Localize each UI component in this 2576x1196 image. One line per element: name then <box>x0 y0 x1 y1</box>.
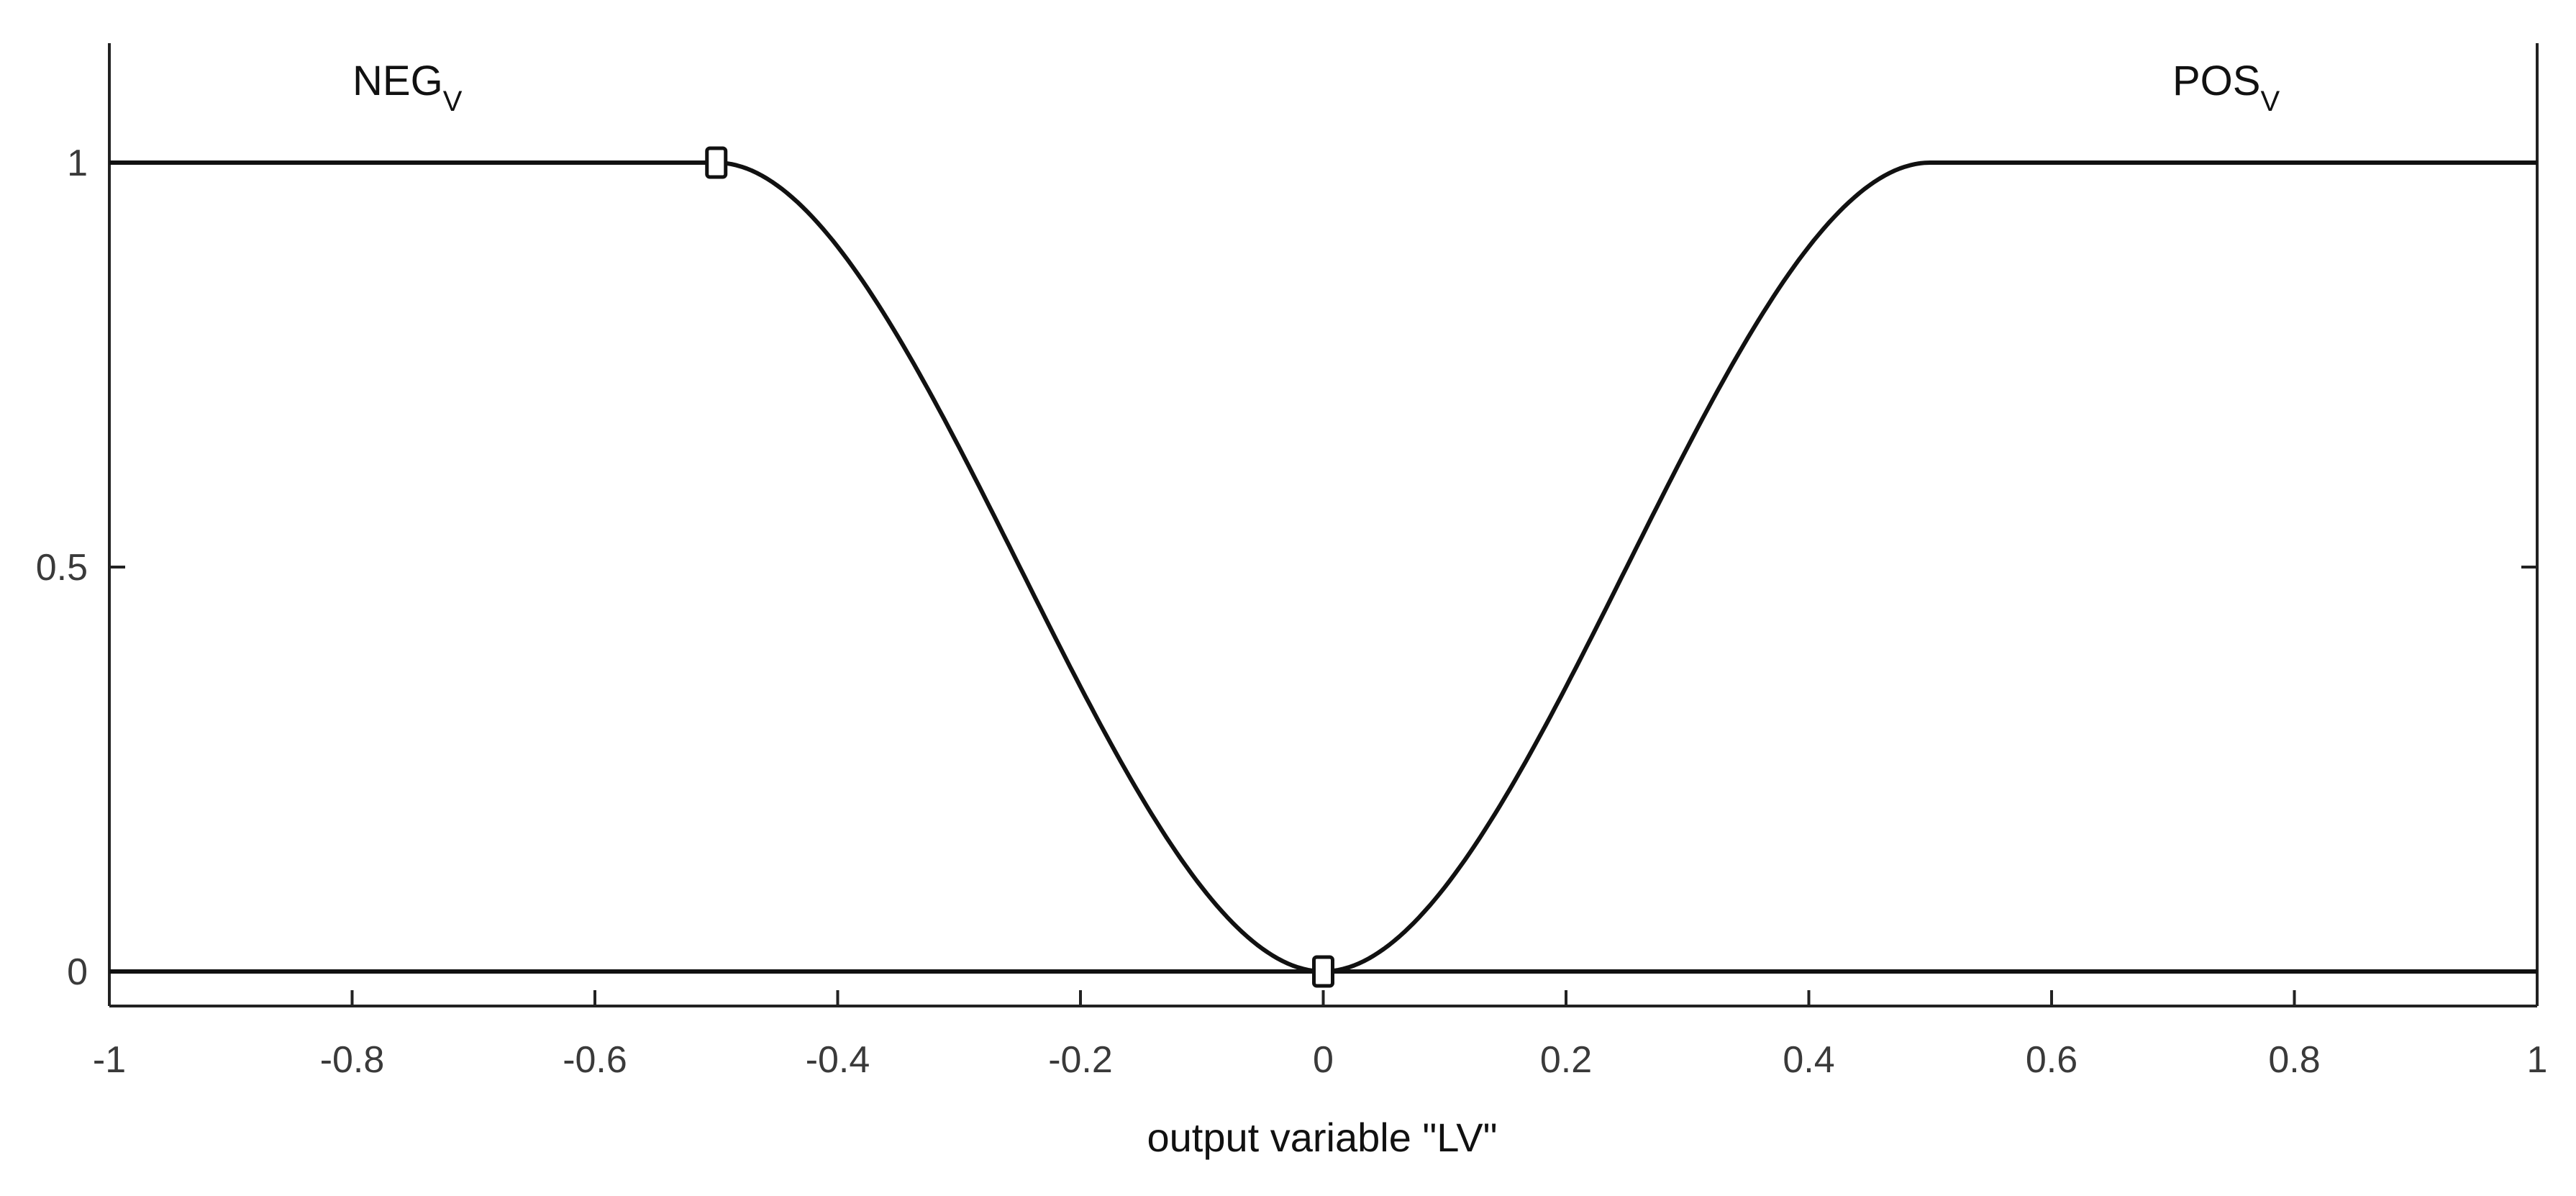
x-tick-label: 0.6 <box>2026 1039 2077 1081</box>
axes <box>108 43 2539 1007</box>
pos-label: POSV <box>2172 58 2280 117</box>
x-tick-label: 1 <box>2527 1039 2548 1081</box>
y-tick-label: 0 <box>67 951 88 993</box>
ticks: -1 -0.8 -0.6 -0.4 -0.2 0 0.2 0.4 0.6 0.8 1 0 0.5 1 <box>36 142 2548 1081</box>
neg-label: NEGV <box>352 58 463 117</box>
x-tick-label: 0.2 <box>1540 1039 1592 1081</box>
point-marker <box>1312 955 1334 988</box>
markers-group <box>705 146 1334 988</box>
series-neg-line <box>109 160 2537 974</box>
x-tick-label: 0.4 <box>1783 1039 1834 1081</box>
series-pos-line <box>109 160 2537 974</box>
y-tick-label: 1 <box>67 142 88 184</box>
point-marker <box>705 146 728 179</box>
x-tick-label: -0.4 <box>806 1039 870 1081</box>
x-tick-label: 0.8 <box>2268 1039 2320 1081</box>
x-tick-label: -0.6 <box>563 1039 627 1081</box>
series-group <box>109 160 2537 974</box>
x-tick-label: -0.2 <box>1048 1039 1113 1081</box>
x-tick-label: -1 <box>93 1039 126 1081</box>
x-tick-label: -0.8 <box>320 1039 385 1081</box>
y-tick-label: 0.5 <box>36 547 88 589</box>
x-tick-label: 0 <box>1313 1039 1334 1081</box>
x-axis-title: output variable "LV" <box>1147 1115 1497 1160</box>
